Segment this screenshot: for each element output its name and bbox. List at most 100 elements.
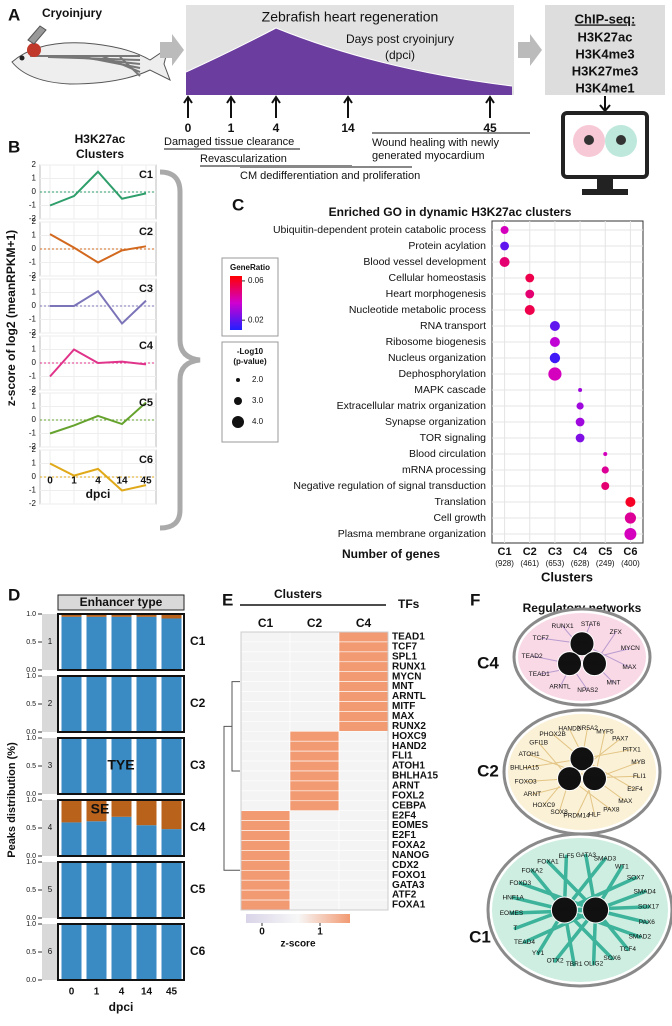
- stack-bar: [161, 800, 182, 830]
- tf-label: MAX: [392, 711, 415, 722]
- heat-cell: [289, 850, 340, 861]
- stack-bar: [111, 616, 132, 670]
- cluster-label: C5: [139, 397, 153, 409]
- stack-bar: [86, 821, 107, 856]
- target-node: TEAD4: [514, 939, 535, 946]
- cluster-count: (400): [621, 559, 640, 568]
- cluster-label: C6: [139, 454, 153, 466]
- target-node: EOMES: [500, 910, 524, 917]
- heat-cell: [240, 850, 291, 861]
- cluster-count: (653): [546, 559, 565, 568]
- heat-cell: [240, 691, 291, 702]
- heat-cell: [240, 770, 291, 782]
- heat-cell: [289, 671, 340, 682]
- cluster-label: C1: [190, 634, 206, 648]
- strip: [42, 614, 58, 670]
- stack-bar: [136, 924, 157, 980]
- x-axis-title: dpci: [86, 487, 111, 501]
- strip-label: 6: [48, 947, 53, 956]
- row-title: TFs: [398, 597, 420, 611]
- chip-mark: H3K27ac: [578, 29, 633, 44]
- tf-label: FOXL2: [392, 790, 425, 801]
- cluster-line: [49, 233, 147, 264]
- heat-cell: [338, 889, 389, 901]
- y-axis-title: z-score of log2 (meanRPKM+1): [4, 230, 18, 406]
- timeline-title: Zebrafish heart regeneration: [262, 9, 439, 25]
- subplot-frame: [57, 675, 185, 733]
- y-axis-title: Peaks distribution (%): [6, 742, 18, 858]
- target-node: PAX6: [639, 919, 656, 926]
- heat-cell: [338, 721, 389, 732]
- y-tick-label: -2: [29, 271, 37, 280]
- x-tick-label: 14: [116, 476, 128, 487]
- y-tick-label: 1.0: [26, 859, 36, 866]
- target-node: SOX7: [627, 875, 645, 882]
- stack-bar: [86, 676, 107, 732]
- dot: [603, 452, 608, 456]
- hub-label: CDX2: [587, 907, 605, 914]
- hub-node: [569, 746, 595, 772]
- stack-bar: [161, 924, 182, 980]
- stack-bar: [161, 618, 182, 670]
- target-node: T: [513, 925, 517, 932]
- hub-node: [581, 651, 607, 677]
- y-tick-label: -2: [29, 328, 37, 337]
- heat-cell: [240, 780, 291, 792]
- heat-cell: [240, 830, 291, 841]
- y-tick-label: 1.0: [26, 735, 36, 742]
- stack-bar: [161, 829, 182, 856]
- y-tick-label: -1: [29, 258, 37, 267]
- stack-bar: [111, 676, 132, 732]
- heat-cell: [240, 681, 291, 692]
- day-arrow: [343, 95, 353, 118]
- heat-cell: [240, 810, 291, 821]
- target-node: ARNTL: [549, 684, 571, 691]
- stack-bar: [61, 676, 82, 732]
- x-tick-label: C4: [573, 546, 588, 558]
- subplot-frame: [57, 799, 185, 857]
- term-label: Heart morphogenesis: [386, 288, 486, 300]
- dendrogram: [223, 681, 240, 871]
- heat-cell: [338, 631, 389, 643]
- target-node: HAND2: [558, 726, 580, 733]
- chip-mark: H3K4me3: [575, 46, 634, 61]
- heat-cell: [289, 770, 340, 782]
- phase-label: Damaged tissue clearance: [164, 136, 294, 148]
- heat-cell: [240, 651, 291, 663]
- stack-bar: [86, 616, 107, 670]
- stack-bar: [136, 676, 157, 732]
- target-node: FOXD3: [509, 880, 531, 887]
- dot: [575, 433, 585, 443]
- heat-cell: [240, 641, 291, 653]
- z-tick-label: 1: [317, 927, 323, 938]
- heat-cell: [338, 840, 389, 851]
- term-label: Cellular homeostasis: [389, 272, 486, 284]
- hub-label: SPI1: [575, 641, 589, 648]
- y-tick-label: 0.0: [26, 667, 36, 674]
- target-node: MAX: [618, 798, 633, 805]
- target-node: MYF5: [596, 728, 614, 735]
- dot: [525, 289, 535, 299]
- term-label: Protein acylation: [408, 240, 486, 252]
- hub-label: RUNX2: [559, 660, 581, 667]
- color-bar: [230, 276, 242, 330]
- dot: [576, 402, 584, 410]
- target-node: SMAD4: [633, 888, 656, 895]
- strip-label: 1: [48, 637, 53, 646]
- stack-bar: [161, 738, 182, 794]
- heat-cell: [240, 631, 291, 643]
- stack-bar: [86, 800, 107, 822]
- subplot-frame: [57, 613, 185, 671]
- cluster-label: C4: [139, 340, 154, 352]
- strip-label: 4: [48, 823, 53, 832]
- y-tick-label: -1: [29, 315, 37, 324]
- tf-label: CDX2: [392, 860, 419, 871]
- x-tick-label: C2: [523, 546, 537, 558]
- tf-label: SPL1: [392, 651, 417, 662]
- target-node: FLI1: [633, 773, 646, 780]
- fish-body: [11, 42, 171, 85]
- tf-label: NANOG: [392, 850, 429, 861]
- y-tick-label: 0: [32, 358, 37, 367]
- phase-label: Wound healing with newly: [372, 137, 499, 149]
- y-tick-label: -2: [29, 442, 37, 451]
